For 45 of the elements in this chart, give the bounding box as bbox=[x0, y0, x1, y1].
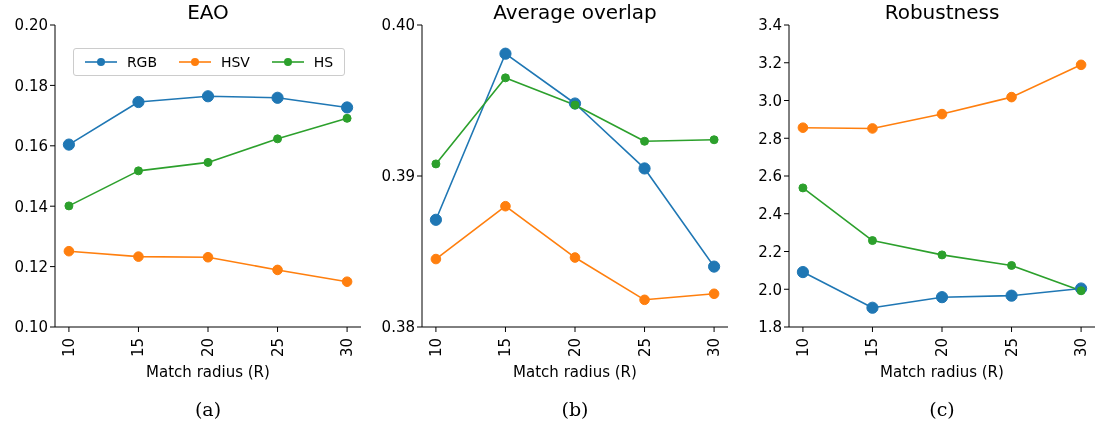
x-axis-title: Match radius (R) bbox=[513, 363, 637, 381]
x-tick-label: 20 bbox=[933, 338, 951, 358]
x-tick-label: 30 bbox=[338, 338, 357, 358]
x-axis-title: Match radius (R) bbox=[880, 363, 1004, 381]
chart-title: EAO bbox=[186, 0, 230, 24]
x-tick-label: 10 bbox=[426, 338, 445, 358]
y-tick-label: 2.0 bbox=[758, 280, 782, 299]
y-tick-label: 0.40 bbox=[381, 16, 415, 35]
y-tick-label: 0.16 bbox=[14, 137, 48, 156]
y-tick-label: 3.0 bbox=[758, 91, 782, 110]
y-tick-label: 0.38 bbox=[381, 318, 415, 337]
y-tick-label: 0.14 bbox=[14, 197, 48, 216]
y-tick-label: 0.18 bbox=[14, 76, 48, 95]
y-tick-label: 0.12 bbox=[14, 257, 48, 276]
x-tick-label: 30 bbox=[705, 338, 724, 358]
text: (a) bbox=[193, 398, 223, 420]
y-tick-label: 2.2 bbox=[758, 242, 782, 261]
y-tick-label: 3.2 bbox=[758, 54, 782, 73]
y-tick-label: 2.8 bbox=[758, 129, 782, 148]
legend-label: HS bbox=[313, 54, 334, 70]
legend-label: HSV bbox=[220, 54, 250, 70]
y-tick-label: 2.4 bbox=[758, 205, 782, 224]
y-tick-label: 3.4 bbox=[758, 16, 782, 35]
y-tick-label: 0.20 bbox=[14, 16, 48, 35]
x-tick-label: 25 bbox=[1002, 338, 1021, 358]
x-tick-label: 15 bbox=[863, 338, 882, 358]
x-axis-title: Match radius (R) bbox=[146, 363, 270, 381]
y-tick-label: 2.6 bbox=[758, 167, 782, 186]
y-tick-label: 0.10 bbox=[14, 318, 48, 337]
y-tick-label: 1.8 bbox=[758, 318, 782, 337]
x-tick-label: 25 bbox=[268, 338, 287, 358]
x-tick-label: 10 bbox=[793, 338, 812, 358]
x-tick-label: 15 bbox=[496, 338, 515, 358]
x-tick-label: 15 bbox=[129, 338, 148, 358]
x-tick-label: 30 bbox=[1072, 338, 1091, 358]
x-tick-label: 25 bbox=[635, 338, 654, 358]
x-tick-label: 20 bbox=[566, 338, 584, 358]
chart-title: Robustness bbox=[883, 0, 1001, 24]
y-tick-label: 0.39 bbox=[381, 167, 415, 186]
x-tick-label: 10 bbox=[59, 338, 78, 358]
x-tick-label: 20 bbox=[199, 338, 217, 358]
legend-label: RGB bbox=[126, 54, 158, 70]
chart-title: Average overlap bbox=[492, 0, 658, 24]
text: (c) bbox=[928, 398, 956, 420]
text: (b) bbox=[560, 398, 590, 420]
